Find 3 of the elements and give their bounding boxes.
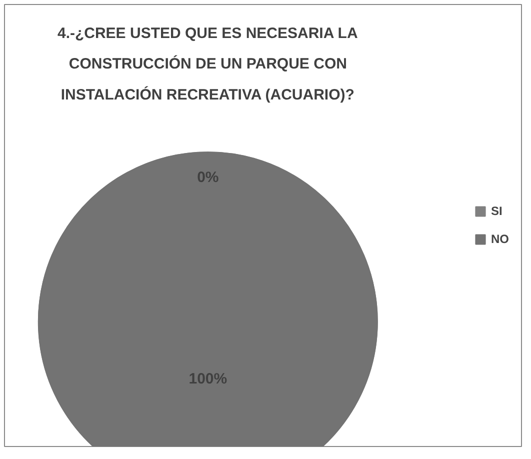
legend-label: NO	[491, 232, 510, 246]
chart-title: 4.-¿CREE USTED QUE ES NECESARIA LA CONSTRUCCIÓN DE UN PARQUE CON INSTALACIÓN RECREATIVA (ACUARIO)?	[57, 24, 358, 104]
legend-label: SI	[491, 204, 504, 218]
